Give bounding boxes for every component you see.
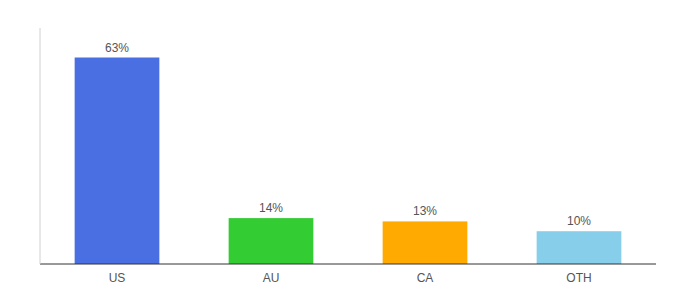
data-label: 14% bbox=[259, 201, 283, 215]
x-tick-labels: US AU CA OTH bbox=[109, 271, 592, 285]
data-label: 13% bbox=[413, 204, 437, 218]
x-tick-label: CA bbox=[417, 271, 434, 285]
bar bbox=[75, 58, 160, 265]
data-labels: 63% 14% 13% 10% bbox=[105, 41, 591, 229]
x-tick-label: US bbox=[109, 271, 126, 285]
bar bbox=[383, 221, 468, 264]
x-axis-line bbox=[40, 264, 656, 265]
data-label: 10% bbox=[567, 214, 591, 228]
x-tick-label: OTH bbox=[566, 271, 591, 285]
bars bbox=[75, 58, 622, 265]
axes bbox=[40, 28, 656, 264]
data-label: 63% bbox=[105, 41, 129, 55]
chart-container: US AU CA OTH 63% 14% 13% 10% bbox=[0, 0, 680, 300]
bar bbox=[229, 218, 314, 264]
chart-svg: US AU CA OTH 63% 14% 13% 10% bbox=[0, 0, 680, 300]
bar bbox=[537, 231, 622, 264]
y-axis-line bbox=[40, 28, 41, 264]
x-tick-label: AU bbox=[263, 271, 280, 285]
